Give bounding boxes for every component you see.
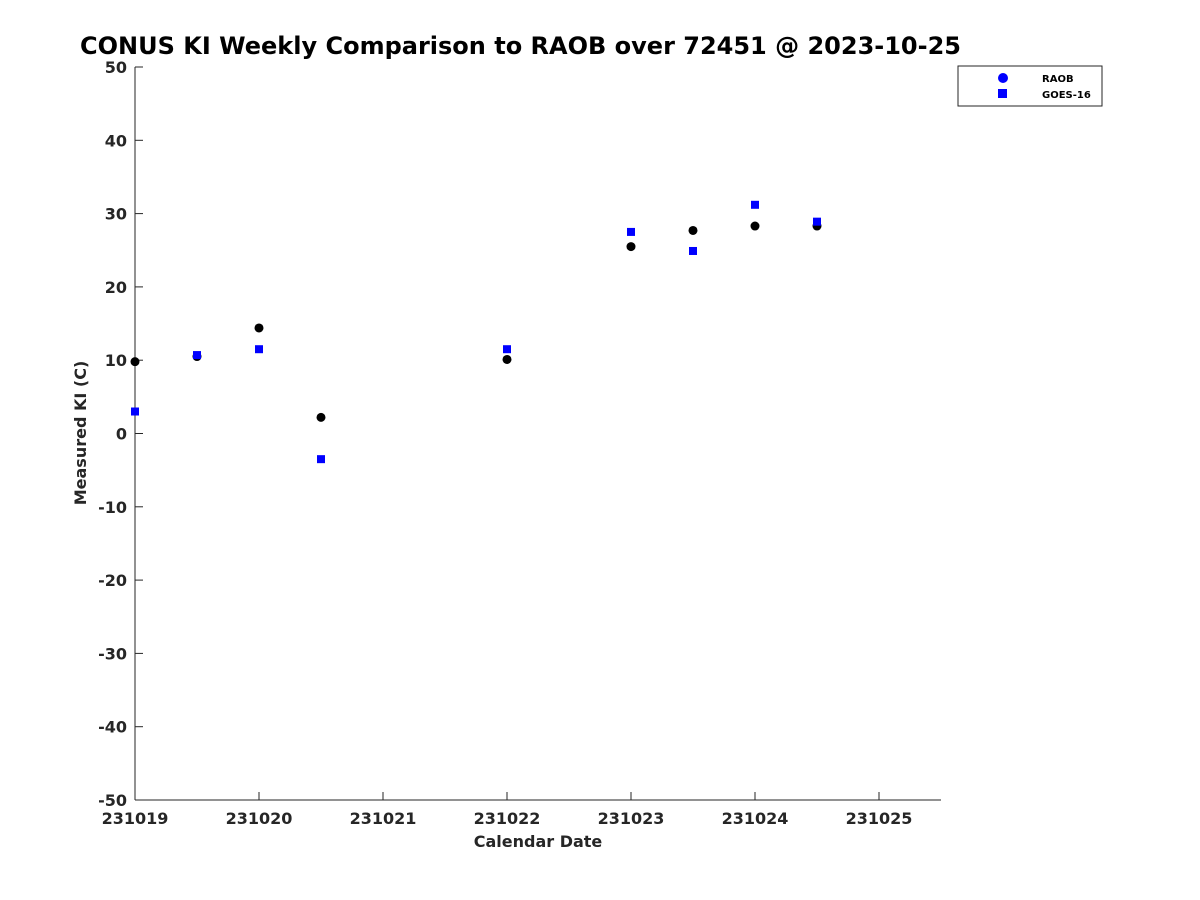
goes16-point [193, 351, 201, 360]
raob-point [316, 412, 326, 422]
raob-point [626, 242, 636, 252]
y-tick-label: -10 [98, 498, 127, 517]
y-tick-label: -50 [98, 791, 127, 810]
x-tick-label: 231024 [722, 809, 789, 828]
y-axis-title: Measured KI (C) [71, 361, 90, 506]
legend-marker-goes16 [998, 89, 1007, 98]
y-tick-label: 0 [116, 425, 127, 444]
y-tick-label: -40 [98, 718, 127, 737]
goes16-point [131, 407, 139, 416]
x-tick-label: 231020 [226, 809, 293, 828]
y-tick-label: 40 [105, 131, 127, 150]
x-axis-ticks: 231019 231020 231021 231022 231023 231024 2310… [102, 792, 913, 828]
goes16-point [317, 455, 325, 464]
x-tick-label: 231023 [598, 809, 665, 828]
legend-label-goes16: GOES-16 [1042, 90, 1091, 101]
x-tick-label: 231025 [846, 809, 913, 828]
y-axis-ticks: 50 40 30 20 10 0 -10 -20 -30 -40 -50 [98, 58, 143, 810]
series-goes-16 [131, 200, 821, 464]
goes16-point [627, 227, 635, 236]
y-tick-label: -20 [98, 571, 127, 590]
goes16-point [689, 246, 697, 255]
goes16-point [813, 217, 821, 226]
legend-marker-raob [998, 73, 1008, 83]
y-tick-label: 30 [105, 205, 127, 224]
goes16-point [255, 345, 263, 354]
raob-point [688, 225, 698, 235]
y-tick-label: 10 [105, 351, 127, 370]
x-tick-label: 231019 [102, 809, 169, 828]
chart-title: CONUS KI Weekly Comparison to RAOB over … [80, 32, 961, 60]
x-tick-label: 231022 [474, 809, 541, 828]
raob-point [502, 354, 512, 364]
x-axis-title: Calendar Date [474, 832, 603, 851]
y-tick-label: 20 [105, 278, 127, 297]
x-tick-label: 231021 [350, 809, 417, 828]
legend-box [957, 65, 1103, 107]
goes16-point [503, 345, 511, 354]
legend: RAOB GOES-16 [957, 65, 1103, 107]
y-tick-label: -30 [98, 644, 127, 663]
goes16-point [751, 200, 759, 209]
raob-point [254, 323, 264, 333]
legend-label-raob: RAOB [1042, 74, 1074, 85]
data-series [130, 200, 822, 464]
raob-point [130, 357, 140, 367]
raob-point [750, 221, 760, 231]
y-tick-label: 50 [105, 58, 127, 77]
